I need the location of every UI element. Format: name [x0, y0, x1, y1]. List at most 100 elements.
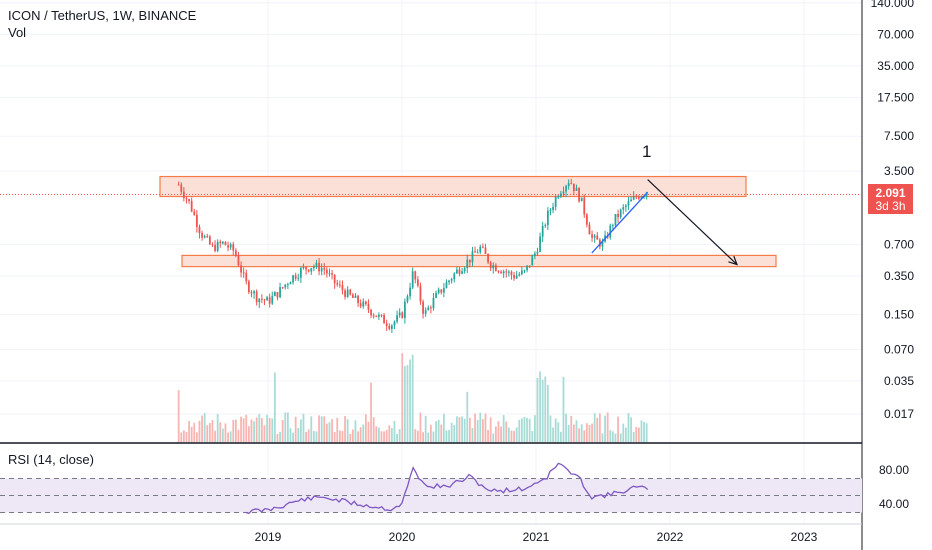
candle — [414, 271, 417, 280]
candle — [341, 285, 344, 291]
candle — [557, 196, 560, 198]
volume-bar — [206, 425, 209, 442]
volume-bar — [585, 423, 588, 442]
wave-annotation: 1 — [642, 142, 652, 161]
volume-bar — [458, 417, 461, 442]
candle — [427, 307, 430, 311]
candle — [393, 321, 396, 326]
volume-bar — [403, 366, 406, 442]
bar-countdown: 3d 3h — [875, 199, 906, 213]
volume-bar — [611, 431, 614, 442]
last-price-badge: 2.091 3d 3h — [868, 184, 913, 214]
candle — [198, 226, 201, 233]
candle — [635, 196, 638, 198]
candle — [520, 270, 523, 275]
volume-bar — [609, 430, 612, 442]
volume-bar — [598, 413, 601, 442]
candle — [286, 284, 289, 286]
candle — [445, 282, 448, 289]
candle — [219, 241, 222, 244]
volume-bar — [250, 419, 253, 442]
volume-bar — [229, 431, 232, 442]
candle — [523, 270, 526, 272]
projection-arrowhead — [728, 255, 738, 266]
volume-bar — [453, 424, 456, 442]
price-tick-label: 0.035 — [884, 374, 914, 388]
volume-bar — [580, 424, 583, 442]
volume-bar — [494, 426, 497, 442]
candle — [559, 193, 562, 197]
volume-bar — [203, 413, 206, 442]
candle — [221, 241, 224, 244]
candle — [208, 236, 211, 245]
candle — [515, 275, 518, 279]
candle — [297, 277, 300, 279]
volume-bar — [461, 416, 463, 442]
candle — [471, 251, 474, 263]
time-tick-label: 2023 — [791, 530, 818, 544]
volume-bar — [216, 413, 219, 442]
candle — [385, 323, 388, 327]
volume-bar — [471, 427, 474, 442]
candle — [419, 285, 422, 302]
volume-bar — [260, 418, 263, 442]
volume-bar — [305, 431, 307, 442]
volume-bar — [302, 413, 305, 442]
volume-bar — [253, 421, 255, 442]
time-tick-label: 2019 — [255, 530, 282, 544]
candle — [227, 245, 229, 248]
volume-bar — [507, 427, 510, 442]
price-tick-label: 140.000 — [871, 0, 915, 10]
candle — [302, 267, 305, 269]
time-tick-label: 2021 — [523, 530, 550, 544]
price-tick-label: 0.150 — [884, 308, 914, 322]
volume-bar — [341, 431, 344, 442]
volume-bar — [292, 432, 294, 442]
volume-bar — [401, 353, 404, 442]
volume-bar — [578, 428, 580, 442]
candle — [453, 273, 456, 280]
volume-bar — [188, 421, 190, 442]
candle — [630, 199, 632, 202]
volume-bar — [455, 416, 458, 442]
candle — [476, 252, 479, 254]
volume-bar — [502, 415, 505, 442]
volume-bar — [289, 428, 292, 442]
candle — [614, 213, 617, 226]
candle — [180, 184, 183, 192]
volume-bar — [232, 419, 235, 442]
candle — [518, 274, 521, 276]
volume-bar — [388, 425, 391, 442]
volume-bar — [351, 429, 354, 442]
candle — [401, 312, 404, 318]
price-tick-label: 7.500 — [884, 129, 914, 143]
volume-bar — [468, 417, 471, 442]
candle — [305, 267, 307, 270]
volume-bar — [247, 426, 250, 442]
volume-bar — [377, 427, 380, 442]
candle — [364, 301, 367, 304]
volume-bar — [624, 427, 627, 442]
candle — [497, 271, 500, 273]
volume-bar — [445, 430, 448, 442]
candle — [422, 301, 424, 314]
candle — [492, 265, 495, 269]
candle — [242, 272, 245, 274]
volume-bar — [614, 433, 617, 442]
volume-bar — [380, 431, 383, 442]
volume-bar — [333, 431, 336, 442]
candle — [307, 269, 310, 272]
candle — [541, 225, 544, 237]
volume-bar — [390, 428, 393, 442]
volume-bar — [484, 413, 487, 442]
candle — [234, 250, 237, 256]
volume-bar — [557, 422, 560, 442]
candle — [281, 287, 284, 289]
candle — [201, 232, 203, 238]
volume-bar — [221, 428, 224, 442]
candle — [627, 201, 630, 206]
volume-bar — [286, 412, 289, 442]
candle — [440, 289, 443, 293]
candle — [596, 235, 599, 240]
